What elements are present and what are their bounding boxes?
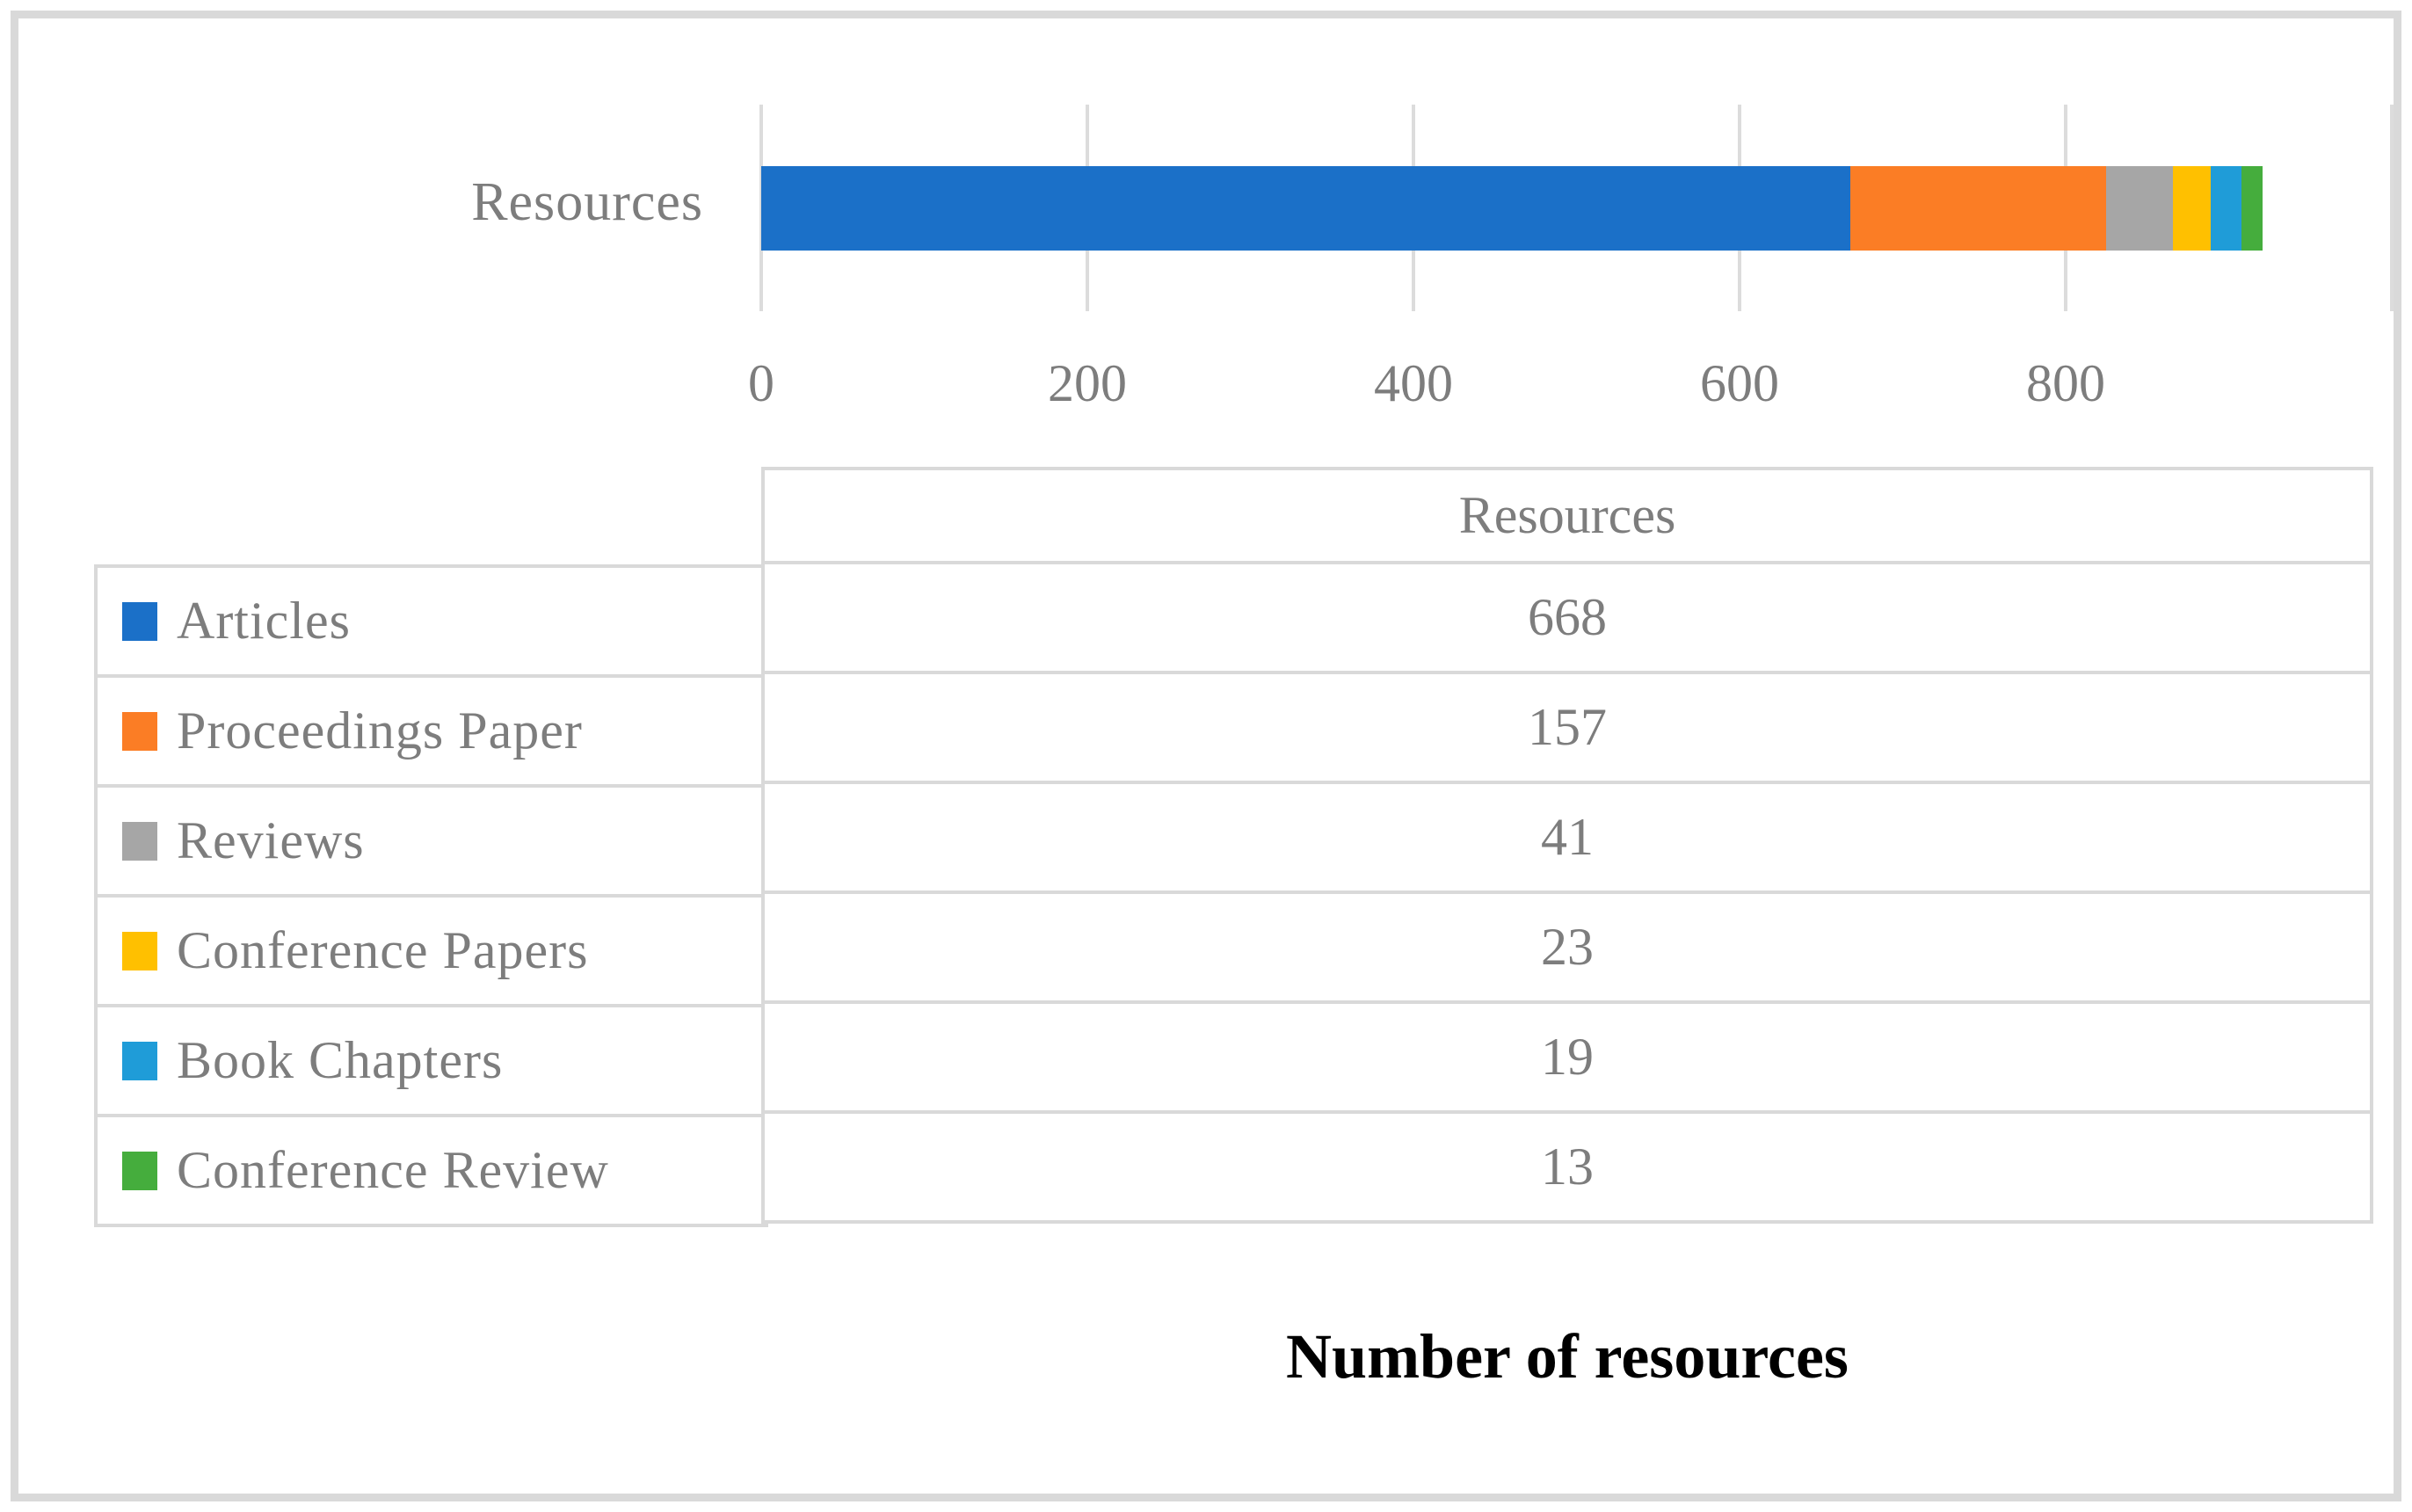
legend-label-reviews: Reviews xyxy=(177,811,365,869)
legend-swatch-reviews xyxy=(122,821,157,861)
x-tick-label-600: 600 xyxy=(1700,354,1779,412)
legend-label-conference-review: Conference Review xyxy=(177,1141,609,1199)
x-tick-label-0: 0 xyxy=(748,354,774,412)
legend-swatch-conference-review xyxy=(122,1151,157,1190)
legend-row-conference-papers: Conference Papers xyxy=(94,894,768,1007)
legend-row-conference-review: Conference Review xyxy=(94,1114,768,1227)
legend-row-articles: Articles xyxy=(94,564,768,678)
legend-column: Articles Proceedings Paper Reviews Conferen… xyxy=(94,564,768,1227)
bar-segment-articles xyxy=(761,166,1851,251)
x-tick-label-800: 800 xyxy=(2026,354,2105,412)
plot-area xyxy=(759,105,2394,311)
bar-segment-book-chapters xyxy=(2211,166,2242,251)
legend-swatch-proceedings-paper xyxy=(122,711,157,751)
bar-segment-reviews xyxy=(2106,166,2174,251)
stacked-bar xyxy=(761,166,2392,251)
legend-swatch-articles xyxy=(122,601,157,641)
bar-segment-conference-papers xyxy=(2173,166,2212,251)
gridline-1000 xyxy=(2390,105,2394,311)
legend-label-proceedings-paper: Proceedings Paper xyxy=(177,701,583,760)
bar-segment-conference-review xyxy=(2241,166,2263,251)
bar-chart: Resources 0 200 400 600 800 xyxy=(0,0,2412,440)
legend-label-articles: Articles xyxy=(177,592,351,650)
x-tick-label-200: 200 xyxy=(1048,354,1127,412)
table-header-resources: Resources xyxy=(761,467,2373,564)
legend-swatch-book-chapters xyxy=(122,1041,157,1080)
value-cell-reviews: 41 xyxy=(761,781,2373,894)
legend-row-proceedings-paper: Proceedings Paper xyxy=(94,674,768,788)
value-cell-book-chapters: 19 xyxy=(761,1000,2373,1114)
value-cell-conference-papers: 23 xyxy=(761,890,2373,1004)
value-cell-proceedings-paper: 157 xyxy=(761,671,2373,784)
x-axis: 0 200 400 600 800 xyxy=(748,353,2392,424)
category-label: Resources xyxy=(471,172,703,232)
value-cell-conference-review: 13 xyxy=(761,1110,2373,1224)
axis-title: Number of resources xyxy=(1286,1321,1849,1392)
x-tick-label-400: 400 xyxy=(1374,354,1453,412)
legend-row-reviews: Reviews xyxy=(94,784,768,898)
value-cell-articles: 668 xyxy=(761,561,2373,674)
bar-segment-proceedings-paper xyxy=(1850,166,2107,251)
legend-swatch-conference-papers xyxy=(122,931,157,970)
legend-label-conference-papers: Conference Papers xyxy=(177,921,589,979)
values-column: Resources 668 157 41 23 19 13 xyxy=(761,467,2373,1224)
legend-row-book-chapters: Book Chapters xyxy=(94,1004,768,1117)
legend-label-book-chapters: Book Chapters xyxy=(177,1031,504,1089)
